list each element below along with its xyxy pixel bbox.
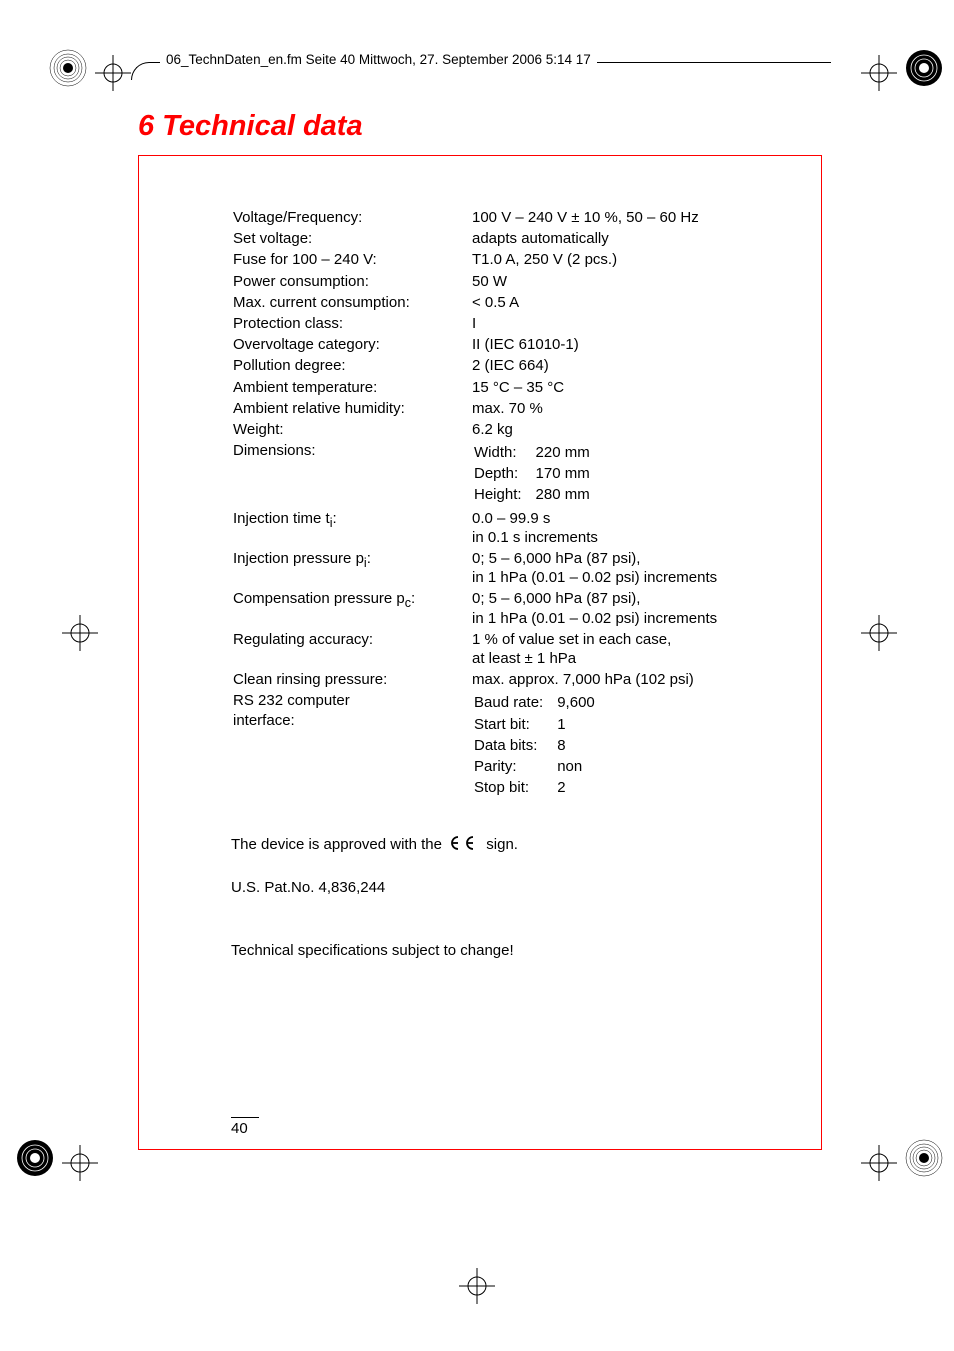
page-number-line bbox=[231, 1117, 259, 1118]
spec-label: Voltage/Frequency: bbox=[233, 208, 470, 227]
spec-value: 0.0 – 99.9 sin 0.1 s increments bbox=[472, 509, 775, 547]
header-text: 06_TechnDaten_en.fm Seite 40 Mittwoch, 2… bbox=[160, 52, 597, 67]
registration-mark bbox=[62, 1145, 98, 1181]
spec-label: Regulating accuracy: bbox=[233, 630, 470, 668]
spec-value: adapts automatically bbox=[472, 229, 775, 248]
spec-value: 100 V – 240 V ± 10 %, 50 – 60 Hz bbox=[472, 208, 775, 227]
rosette-bottom-right bbox=[904, 1138, 944, 1178]
registration-mark bbox=[62, 615, 98, 651]
spec-label: Dimensions: bbox=[233, 441, 470, 507]
spec-value: 1 % of value set in each case,at least ±… bbox=[472, 630, 775, 668]
spec-label: Injection time ti: bbox=[233, 509, 470, 547]
registration-mark bbox=[861, 55, 897, 91]
rosette-top-right bbox=[904, 48, 944, 88]
registration-mark bbox=[459, 1268, 495, 1304]
page-number: 40 bbox=[231, 1120, 248, 1137]
spec-value: 0; 5 – 6,000 hPa (87 psi),in 1 hPa (0.01… bbox=[472, 589, 775, 627]
registration-mark bbox=[861, 615, 897, 651]
spec-label: Max. current consumption: bbox=[233, 293, 470, 312]
spec-label: Weight: bbox=[233, 420, 470, 439]
content-frame: Voltage/Frequency:100 V – 240 V ± 10 %, … bbox=[138, 155, 822, 1150]
spec-label: Power consumption: bbox=[233, 272, 470, 291]
spec-table: Voltage/Frequency:100 V – 240 V ± 10 %, … bbox=[231, 206, 777, 801]
ce-mark-icon bbox=[449, 835, 479, 855]
spec-value: 0; 5 – 6,000 hPa (87 psi),in 1 hPa (0.01… bbox=[472, 549, 775, 587]
spec-value: 50 W bbox=[472, 272, 775, 291]
change-text: Technical specifications subject to chan… bbox=[231, 942, 777, 959]
spec-value: T1.0 A, 250 V (2 pcs.) bbox=[472, 250, 775, 269]
spec-label: Ambient relative humidity: bbox=[233, 399, 470, 418]
spec-label: Protection class: bbox=[233, 314, 470, 333]
rosette-top-left bbox=[48, 48, 88, 88]
spec-value: Width:220 mmDepth:170 mmHeight:280 mm bbox=[472, 441, 775, 507]
spec-value: Baud rate:9,600Start bit:1Data bits:8Par… bbox=[472, 691, 775, 799]
spec-value: 6.2 kg bbox=[472, 420, 775, 439]
spec-value: I bbox=[472, 314, 775, 333]
registration-mark bbox=[861, 1145, 897, 1181]
registration-mark bbox=[95, 55, 131, 91]
spec-label: Pollution degree: bbox=[233, 356, 470, 375]
spec-label: Fuse for 100 – 240 V: bbox=[233, 250, 470, 269]
rosette-bottom-left bbox=[15, 1138, 55, 1178]
spec-label: Ambient temperature: bbox=[233, 378, 470, 397]
spec-value: max. approx. 7,000 hPa (102 psi) bbox=[472, 670, 775, 689]
spec-value: 2 (IEC 664) bbox=[472, 356, 775, 375]
ce-text-after: sign. bbox=[482, 836, 518, 853]
spec-value: 15 °C – 35 °C bbox=[472, 378, 775, 397]
ce-text-before: The device is approved with the bbox=[231, 836, 446, 853]
ce-approval-text: The device is approved with the sign. bbox=[231, 835, 777, 855]
spec-value: II (IEC 61010-1) bbox=[472, 335, 775, 354]
spec-label: Clean rinsing pressure: bbox=[233, 670, 470, 689]
spec-value: max. 70 % bbox=[472, 399, 775, 418]
patent-text: U.S. Pat.No. 4,836,244 bbox=[231, 879, 777, 896]
chapter-title: 6 Technical data bbox=[138, 110, 363, 143]
spec-label: Injection pressure pi: bbox=[233, 549, 470, 587]
spec-label: RS 232 computerinterface: bbox=[233, 691, 470, 799]
spec-label: Compensation pressure pc: bbox=[233, 589, 470, 627]
spec-label: Set voltage: bbox=[233, 229, 470, 248]
spec-value: < 0.5 A bbox=[472, 293, 775, 312]
spec-label: Overvoltage category: bbox=[233, 335, 470, 354]
